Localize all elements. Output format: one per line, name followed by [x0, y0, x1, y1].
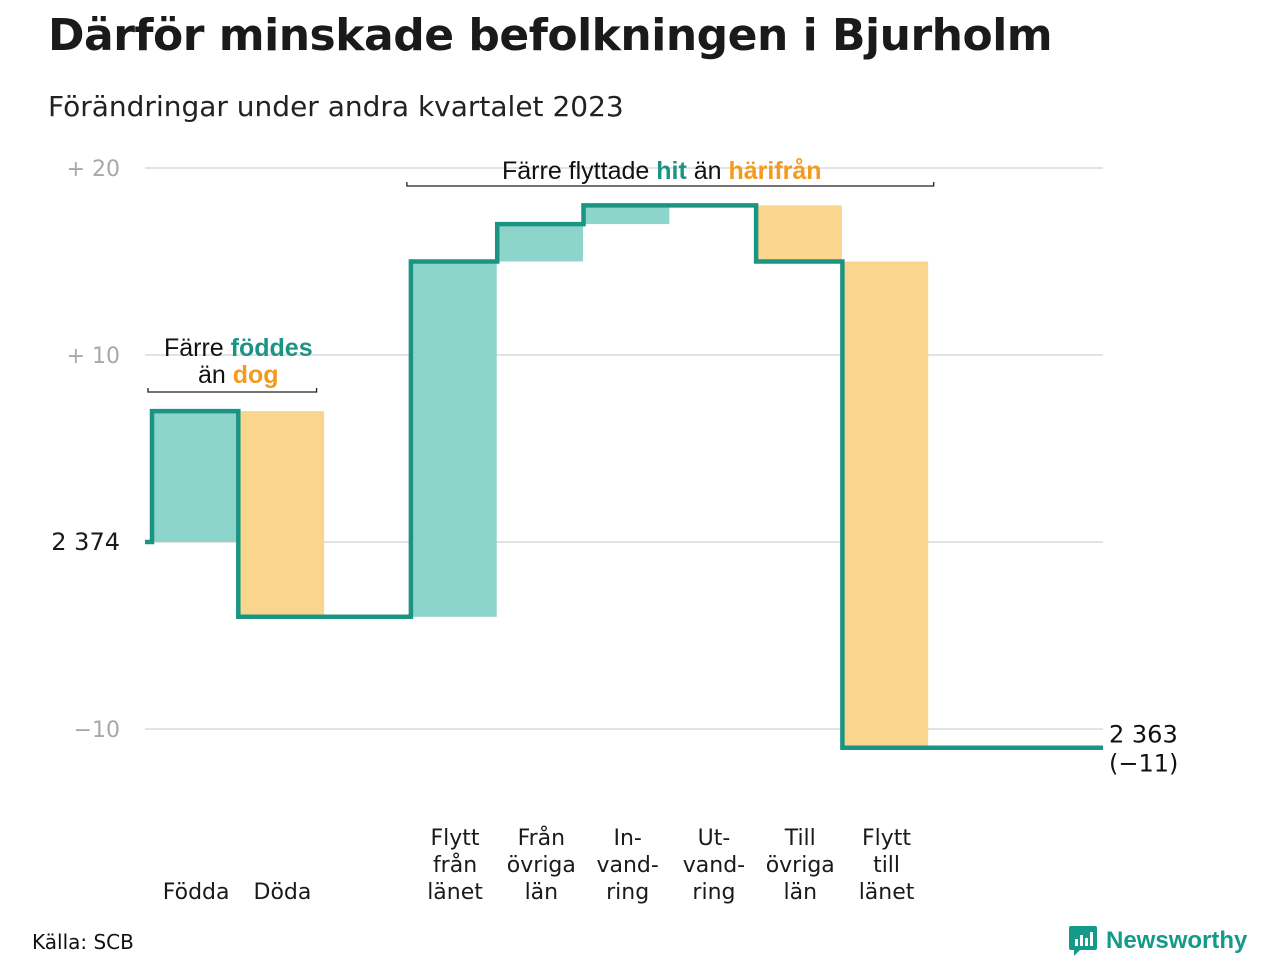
end-labels: 2 363(−11): [1109, 721, 1178, 778]
y-tick-label: −10: [74, 718, 120, 743]
x-label-till_ovriga_lan: län: [783, 880, 817, 905]
bar-till_ovriga_lan: [756, 205, 842, 262]
cumulative-step-line: [145, 203, 1103, 750]
bar-fodda: [152, 411, 238, 542]
x-label-fran_ovriga_lan: Från: [518, 825, 566, 851]
source-note: Källa: SCB: [32, 930, 134, 954]
end-value-label: 2 363: [1109, 721, 1178, 749]
y-tick-label: + 10: [67, 344, 120, 369]
x-label-invandring: vand-: [596, 853, 658, 878]
annotation-birth: Färre föddes: [164, 334, 313, 362]
x-label-utvandring: ring: [692, 880, 735, 905]
x-label-doda: Döda: [254, 880, 312, 905]
end-change-label: (−11): [1109, 750, 1178, 778]
brand-logo: Newsworthy: [1068, 924, 1247, 958]
brand-name: Newsworthy: [1106, 927, 1248, 954]
annotation-bracket-birth: [147, 388, 318, 393]
y-axis: + 20 + 10 −10 2 374: [51, 157, 120, 743]
x-label-till_ovriga_lan: övriga: [766, 853, 835, 878]
x-label-utvandring: Ut-: [698, 826, 731, 851]
bar-invandring: [584, 205, 670, 225]
bar-flytt_fran_lanet: [411, 261, 497, 617]
x-label-invandring: ring: [606, 880, 649, 905]
x-label-till_ovriga_lan: Till: [784, 826, 816, 851]
cumulative-line: [145, 203, 1103, 750]
baseline-label: 2 374: [51, 528, 120, 556]
page-subtitle: Förändringar under andra kvartalet 2023: [48, 90, 624, 123]
x-label-flytt_till_lanet: till: [873, 853, 900, 878]
x-label-flytt_fran_lanet: Flytt: [431, 826, 480, 851]
bar-fran_ovriga_lan: [497, 224, 583, 262]
annotation-birth: än dog: [198, 361, 279, 389]
annotation-bracket-moves: [406, 182, 935, 187]
x-label-flytt_till_lanet: Flytt: [862, 826, 911, 851]
x-label-fran_ovriga_lan: övriga: [507, 853, 576, 878]
y-tick-label: + 20: [67, 157, 120, 182]
bar-flytt_till_lanet: [842, 261, 929, 748]
x-axis: Födda DödaFlyttfrånlänetFrånövrigalänIn-v…: [163, 825, 915, 905]
x-label-fodda: Födda: [163, 880, 230, 905]
x-label-fran_ovriga_lan: län: [525, 880, 559, 905]
x-label-flytt_till_lanet: länet: [859, 880, 915, 905]
x-label-flytt_fran_lanet: från: [433, 852, 477, 878]
x-label-flytt_fran_lanet: länet: [427, 880, 483, 905]
bars: [152, 205, 929, 748]
newsworthy-icon: [1069, 926, 1097, 956]
x-label-utvandring: vand-: [683, 853, 745, 878]
bar-doda: [238, 411, 325, 617]
page-title: Därför minskade befolkningen i Bjurholm: [48, 10, 1053, 61]
annotation-moves: Färre flyttade hit än härifrån: [502, 157, 822, 185]
x-label-invandring: In-: [613, 826, 641, 851]
